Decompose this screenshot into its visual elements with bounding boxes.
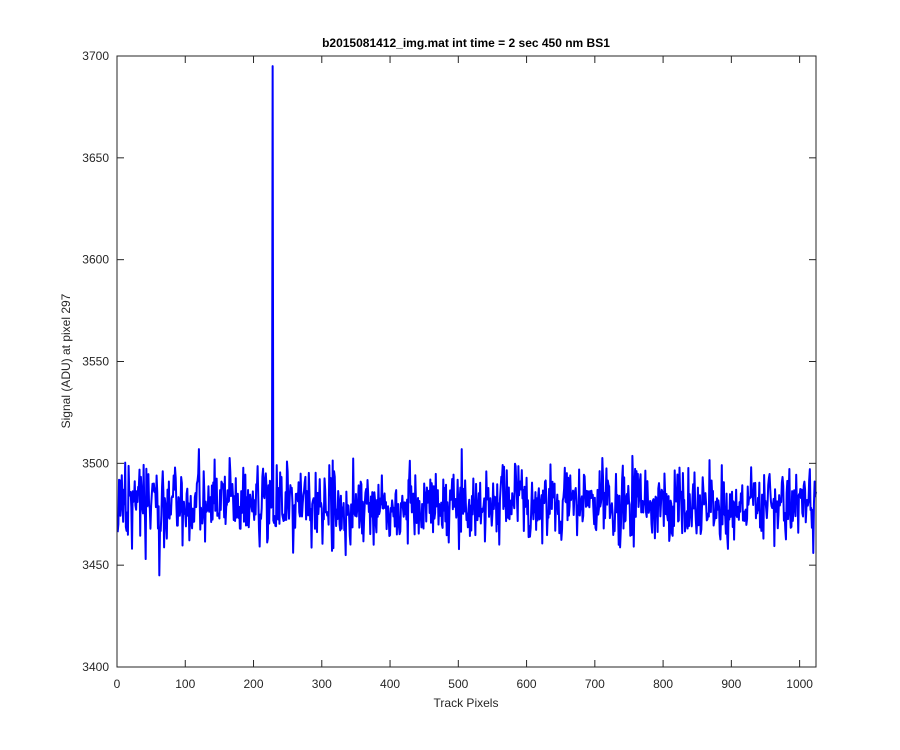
x-axis-label: Track Pixels	[434, 696, 499, 710]
x-tick-label: 900	[721, 677, 741, 691]
x-tick-label: 600	[517, 677, 537, 691]
chart-title: b2015081412_img.mat int time = 2 sec 450…	[322, 36, 610, 50]
y-tick-label: 3600	[82, 253, 109, 267]
x-tick-label: 800	[653, 677, 673, 691]
y-axis-label: Signal (ADU) at pixel 297	[59, 293, 73, 428]
x-tick-label: 0	[114, 677, 121, 691]
ticks-group: 0 100 200 300 400 500 600 700 800 900 1000 3400 3450…	[82, 49, 816, 691]
x-tick-label: 500	[448, 677, 468, 691]
x-tick-label: 300	[312, 677, 332, 691]
x-tick-label: 1000	[786, 677, 813, 691]
x-tick-label: 100	[175, 677, 195, 691]
y-tick-label: 3400	[82, 660, 109, 674]
y-tick-label: 3550	[82, 355, 109, 369]
x-tick-label: 700	[585, 677, 605, 691]
x-tick-label: 200	[244, 677, 264, 691]
y-tick-label: 3650	[82, 151, 109, 165]
axes-box	[116, 55, 817, 668]
series-line	[116, 65, 817, 577]
y-tick-label: 3700	[82, 49, 109, 63]
y-tick-label: 3450	[82, 558, 109, 572]
x-tick-label: 400	[380, 677, 400, 691]
series-group	[116, 65, 817, 577]
y-tick-label: 3500	[82, 456, 109, 470]
plot-area	[117, 56, 816, 667]
